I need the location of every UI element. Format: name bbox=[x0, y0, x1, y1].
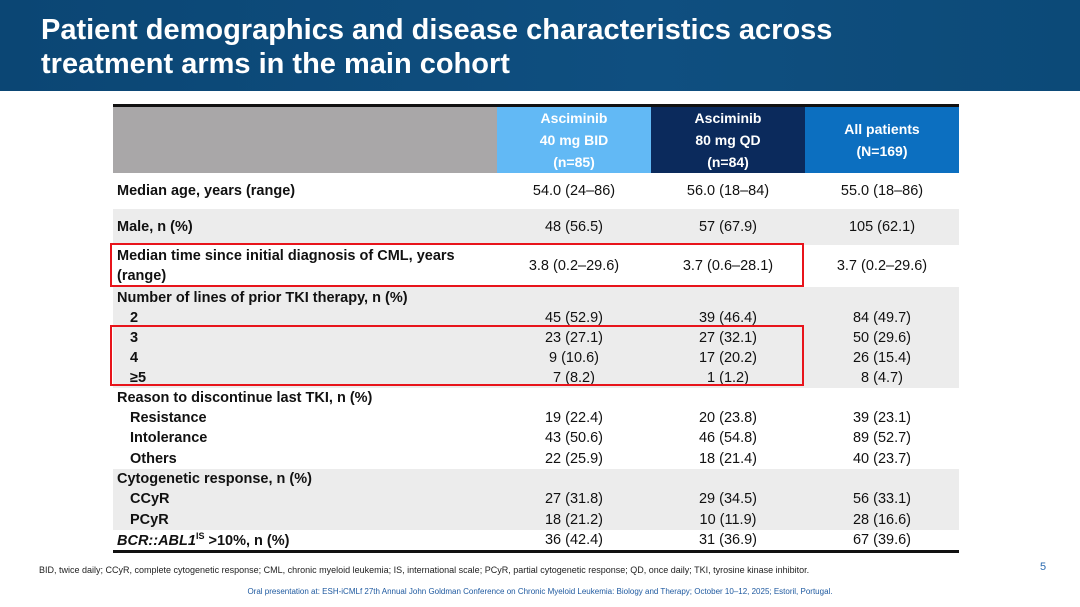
cell-value: 27 (31.8) bbox=[544, 491, 604, 507]
footnote: BID, twice daily; CCyR, complete cytogen… bbox=[39, 565, 810, 575]
cell-value: 40 (23.7) bbox=[852, 450, 912, 467]
slide-title: Patient demographics and disease charact… bbox=[41, 14, 833, 80]
cell-value: 48 (56.5) bbox=[544, 219, 604, 235]
cell-value: 36 (42.4) bbox=[544, 532, 604, 548]
cell-value: 105 (62.1) bbox=[848, 219, 916, 235]
table-row: Male, n (%) 48 (56.5) 57 (67.9) 105 (62.1) bbox=[113, 209, 959, 245]
row-label: PCyR bbox=[130, 511, 169, 528]
table-row: Cytogenetic response, n (%) bbox=[113, 469, 959, 489]
cell-value: 19 (22.4) bbox=[544, 410, 604, 426]
cell-value: 9 (10.6) bbox=[549, 350, 599, 366]
cell-value: 55.0 (18–86) bbox=[840, 183, 924, 199]
table-row: Others 22 (25.9) 18 (21.4) 40 (23.7) bbox=[113, 448, 959, 469]
cell-value: 56.0 (18–84) bbox=[686, 183, 770, 199]
header-line: 40 mg BID bbox=[539, 132, 609, 148]
cell-value: 20 (23.8) bbox=[698, 410, 758, 426]
header-line: (N=169) bbox=[856, 143, 908, 159]
cell-value: 7 (8.2) bbox=[553, 370, 595, 386]
cell-value: 43 (50.6) bbox=[544, 430, 604, 446]
header-line: Asciminib bbox=[694, 110, 762, 126]
highlight-box-diagnosis bbox=[110, 243, 804, 287]
cell-value: 18 (21.2) bbox=[544, 511, 604, 528]
highlight-box-prior-lines bbox=[110, 325, 804, 386]
cell-value: 31 (36.9) bbox=[698, 532, 758, 548]
row-label: Others bbox=[130, 450, 177, 467]
table-row: Resistance 19 (22.4) 20 (23.8) 39 (23.1) bbox=[113, 408, 959, 428]
cell-value: 23 (27.1) bbox=[544, 330, 604, 346]
cell-value: 1 (1.2) bbox=[707, 370, 749, 386]
presentation-note: Oral presentation at: ESH-iCMLf 27th Ann… bbox=[247, 587, 833, 596]
label-sup: IS bbox=[195, 531, 205, 542]
cell-value: 29 (34.5) bbox=[698, 491, 758, 507]
header-blank bbox=[113, 107, 497, 173]
row-label: 2 bbox=[130, 310, 139, 326]
cell-value: 84 (49.7) bbox=[852, 310, 912, 326]
cell-value: 67 (39.6) bbox=[852, 532, 912, 548]
header-asciminib-40: Asciminib 40 mg BID (n=85) bbox=[497, 107, 651, 173]
label-rest: >10%, n (%) bbox=[204, 532, 290, 549]
cell-value: 3.7 (0.6–28.1) bbox=[682, 258, 774, 274]
table-row: Intolerance 43 (50.6) 46 (54.8) 89 (52.7) bbox=[113, 428, 959, 448]
table-row: 4 9 (10.6) 17 (20.2) 26 (15.4) bbox=[113, 348, 959, 368]
cell-value: 8 (4.7) bbox=[861, 370, 903, 386]
cell-value: 22 (25.9) bbox=[544, 450, 604, 467]
cell-value: 18 (21.4) bbox=[698, 450, 758, 467]
header-line: Asciminib bbox=[540, 110, 608, 126]
cell-value: 26 (15.4) bbox=[852, 350, 912, 366]
cell-value: 39 (46.4) bbox=[698, 310, 758, 326]
cell-value: 39 (23.1) bbox=[852, 410, 912, 426]
row-label: BCR::ABL1IS >10%, n (%) bbox=[113, 531, 497, 549]
row-label: Male, n (%) bbox=[117, 219, 193, 235]
cell-value: 17 (20.2) bbox=[698, 350, 758, 366]
header-all-patients: All patients (N=169) bbox=[805, 107, 959, 173]
table-row: BCR::ABL1IS >10%, n (%) 36 (42.4) 31 (36.9… bbox=[113, 530, 959, 550]
row-label: CCyR bbox=[130, 491, 170, 507]
cell-value: 27 (32.1) bbox=[698, 330, 758, 346]
row-label: Median age, years (range) bbox=[117, 183, 296, 199]
row-label: Number of lines of prior TKI therapy, n … bbox=[117, 289, 408, 306]
cell-value: 28 (16.6) bbox=[852, 511, 912, 528]
header-line: All patients bbox=[844, 121, 920, 137]
page-number: 5 bbox=[1040, 561, 1047, 573]
cell-value: 57 (67.9) bbox=[698, 219, 758, 235]
table-row: ≥5 7 (8.2) 1 (1.2) 8 (4.7) bbox=[113, 368, 959, 388]
cell-value: 50 (29.6) bbox=[852, 330, 912, 346]
label-italic: BCR::ABL1 bbox=[117, 532, 196, 549]
header-line: 80 mg QD bbox=[695, 132, 761, 148]
cell-value: 3.8 (0.2–29.6) bbox=[528, 258, 620, 274]
header-line: (n=85) bbox=[553, 154, 595, 170]
cell-value: 3.7 (0.2–29.6) bbox=[836, 258, 928, 274]
table-row: PCyR 18 (21.2) 10 (11.9) 28 (16.6) bbox=[113, 509, 959, 530]
row-label: 3 bbox=[130, 330, 139, 346]
table-row: Reason to discontinue last TKI, n (%) bbox=[113, 388, 959, 408]
cell-value: 46 (54.8) bbox=[698, 430, 758, 446]
header-line: (n=84) bbox=[707, 154, 749, 170]
table-row: Median age, years (range) 54.0 (24–86) 56.… bbox=[113, 173, 959, 209]
table-row: Number of lines of prior TKI therapy, n … bbox=[113, 287, 959, 308]
cell-value: 45 (52.9) bbox=[544, 310, 604, 326]
row-label: Cytogenetic response, n (%) bbox=[117, 471, 312, 487]
row-label: 4 bbox=[130, 350, 139, 366]
table-header: Asciminib 40 mg BID (n=85) Asciminib 80 mg … bbox=[113, 107, 959, 173]
row-label: Resistance bbox=[130, 410, 207, 426]
table-row: 3 23 (27.1) 27 (32.1) 50 (29.6) bbox=[113, 328, 959, 348]
title-bar: Patient demographics and disease charact… bbox=[0, 0, 1080, 91]
table-row: Median time since initial diagnosis of C… bbox=[113, 245, 959, 287]
cell-value: 89 (52.7) bbox=[852, 430, 912, 446]
row-label: Reason to discontinue last TKI, n (%) bbox=[117, 390, 373, 406]
cell-value: 56 (33.1) bbox=[852, 491, 912, 507]
row-label: Median time since initial diagnosis of C… bbox=[117, 248, 455, 284]
row-label: Intolerance bbox=[130, 430, 208, 446]
header-asciminib-80: Asciminib 80 mg QD (n=84) bbox=[651, 107, 805, 173]
row-label: ≥5 bbox=[130, 370, 147, 386]
cell-value: 54.0 (24–86) bbox=[532, 183, 616, 199]
cell-value: 10 (11.9) bbox=[699, 511, 757, 528]
table-row: 2 45 (52.9) 39 (46.4) 84 (49.7) bbox=[113, 308, 959, 328]
table-row: CCyR 27 (31.8) 29 (34.5) 56 (33.1) bbox=[113, 489, 959, 509]
demographics-table: Asciminib 40 mg BID (n=85) Asciminib 80 mg … bbox=[113, 104, 959, 553]
